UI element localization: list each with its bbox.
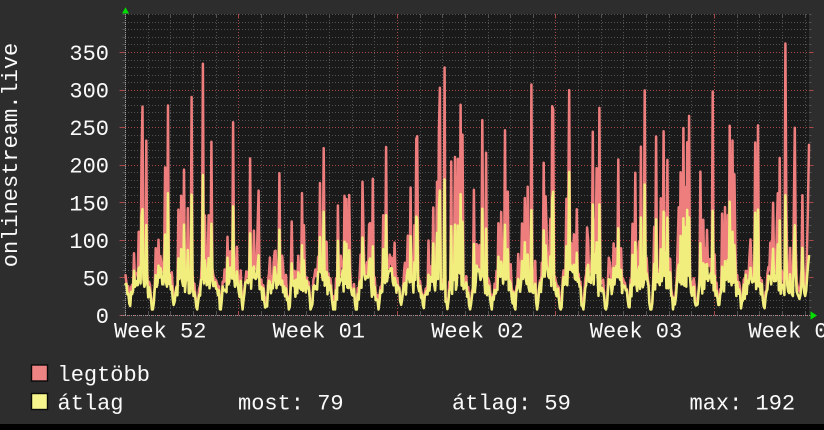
svg-text:Week 01: Week 01: [273, 320, 365, 345]
svg-text:legtöbb: legtöbb: [58, 363, 150, 388]
svg-text:átlag: átlag: [58, 392, 124, 417]
svg-text:Week 02: Week 02: [431, 320, 523, 345]
svg-text:Week 03: Week 03: [590, 320, 682, 345]
svg-text:100: 100: [69, 230, 109, 255]
svg-text:Week 04: Week 04: [748, 320, 824, 345]
svg-text:300: 300: [69, 80, 109, 105]
svg-text:250: 250: [69, 117, 109, 142]
svg-text:200: 200: [69, 155, 109, 180]
svg-text:Week 52: Week 52: [114, 320, 206, 345]
svg-text:0: 0: [96, 305, 109, 330]
svg-text:most: 79: most: 79: [238, 392, 344, 417]
svg-text:átlag: 59: átlag: 59: [452, 392, 571, 417]
svg-text:max: 192: max: 192: [690, 392, 796, 417]
svg-text:onlinestream.live: onlinestream.live: [0, 43, 24, 267]
svg-text:50: 50: [83, 267, 109, 292]
svg-text:150: 150: [69, 192, 109, 217]
svg-text:350: 350: [69, 42, 109, 67]
